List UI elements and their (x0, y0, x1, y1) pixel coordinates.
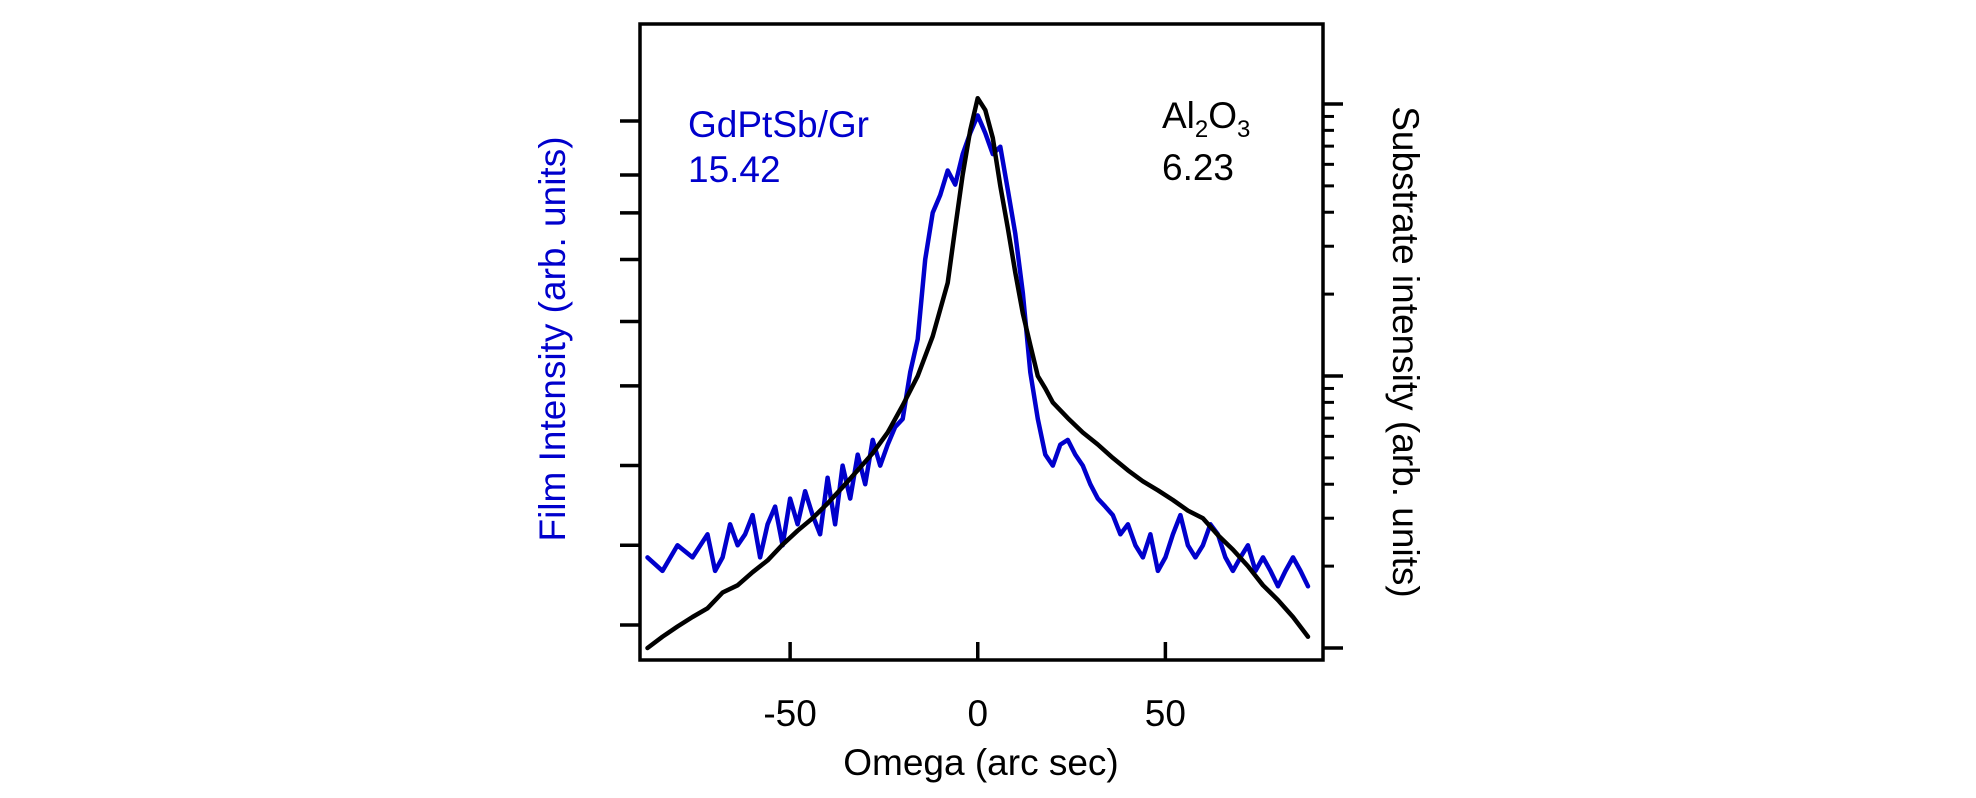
y-right-axis-title: Substrate intensity (arb. units) (1385, 106, 1426, 598)
x-tick-label: 50 (1145, 693, 1186, 734)
x-axis-title: Omega (arc sec) (843, 742, 1119, 783)
x-axis-ticks: -50 0 50 (763, 642, 1186, 734)
plot-frame (638, 22, 1325, 662)
y-right-axis-ticks (1323, 102, 1343, 650)
series-line-substrate (645, 95, 1311, 651)
legend-film-fwhm: 15.42 (688, 149, 781, 190)
legend-film-name: GdPtSb/Gr (688, 104, 869, 145)
legend-substrate-name: Al2O3 (1162, 95, 1250, 143)
y-left-axis-ticks (620, 119, 640, 627)
x-tick-label: 0 (967, 693, 988, 734)
legend-substrate-fwhm: 6.23 (1162, 147, 1234, 188)
y-left-axis-title: Film Intensity (arb. units) (532, 136, 573, 541)
x-tick-label: -50 (763, 693, 816, 734)
series-layer (645, 95, 1311, 651)
